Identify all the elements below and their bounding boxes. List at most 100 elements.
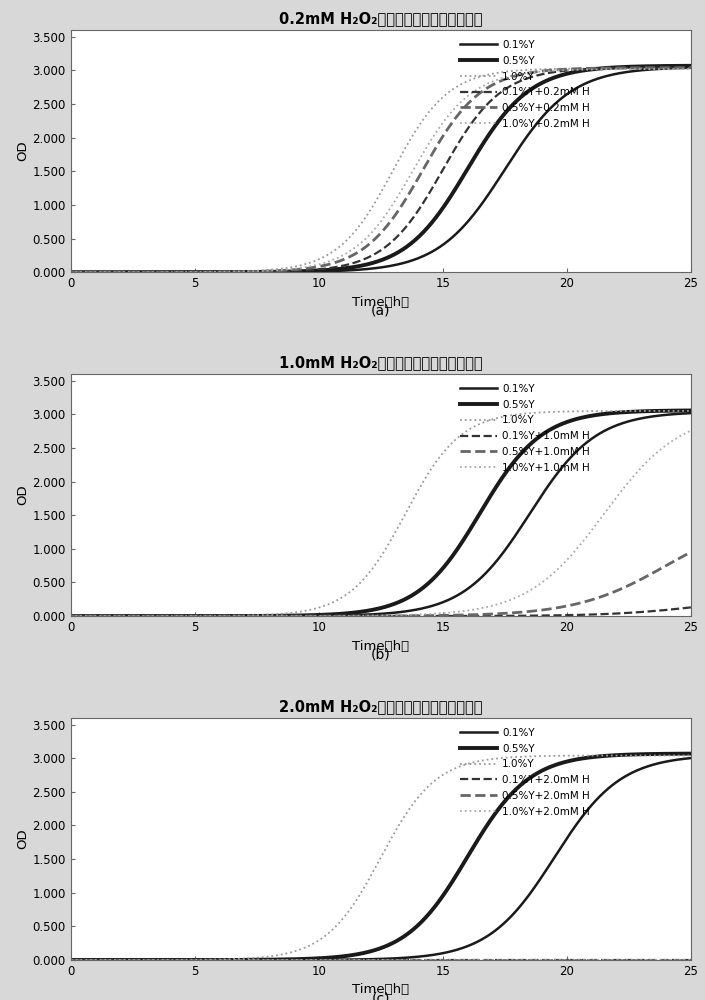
0.1%Y bbox=[176, 954, 185, 966]
1.0%Y bbox=[226, 610, 234, 622]
0.1%Y bbox=[432, 948, 441, 960]
0.1%Y bbox=[66, 954, 75, 966]
0.1%Y bbox=[176, 266, 185, 278]
Legend: 0.1%Y, 0.5%Y, 1.0%Y, 0.1%Y+0.2mM H, 0.5%Y+0.2mM H, 1.0%Y+0.2mM H: 0.1%Y, 0.5%Y, 1.0%Y, 0.1%Y+0.2mM H, 0.5%… bbox=[460, 40, 590, 129]
0.5%Y+2.0mM H bbox=[66, 954, 75, 966]
0.5%Y bbox=[432, 899, 441, 911]
0.5%Y+0.2mM H bbox=[432, 141, 441, 153]
0.5%Y bbox=[432, 570, 441, 582]
0.5%Y+2.0mM H bbox=[226, 954, 234, 966]
0.5%Y+1.0mM H bbox=[66, 610, 75, 622]
Line: 0.5%Y: 0.5%Y bbox=[70, 754, 691, 960]
1.0%Y bbox=[226, 953, 234, 965]
0.1%Y bbox=[66, 266, 75, 278]
0.1%Y+0.2mM H bbox=[176, 266, 185, 278]
0.5%Y+1.0mM H bbox=[534, 605, 542, 617]
0.1%Y+1.0mM H bbox=[481, 610, 489, 622]
0.1%Y+2.0mM H bbox=[481, 954, 489, 966]
1.0%Y+1.0mM H bbox=[534, 580, 542, 592]
0.1%Y bbox=[432, 599, 441, 611]
0.1%Y bbox=[534, 496, 542, 508]
0.1%Y bbox=[432, 243, 441, 255]
1.0%Y bbox=[481, 754, 489, 766]
Line: 0.1%Y+1.0mM H: 0.1%Y+1.0mM H bbox=[70, 607, 691, 616]
Text: (c): (c) bbox=[372, 991, 390, 1000]
0.1%Y+1.0mM H bbox=[226, 610, 234, 622]
Line: 0.5%Y+1.0mM H: 0.5%Y+1.0mM H bbox=[70, 552, 691, 616]
0.1%Y bbox=[226, 610, 234, 622]
1.0%Y bbox=[176, 610, 185, 622]
0.1%Y bbox=[687, 62, 695, 74]
0.5%Y+0.2mM H bbox=[176, 266, 185, 278]
0.5%Y+2.0mM H bbox=[534, 954, 542, 966]
1.0%Y bbox=[432, 456, 441, 468]
0.5%Y bbox=[687, 748, 695, 760]
1.0%Y bbox=[481, 416, 489, 428]
0.5%Y+0.2mM H bbox=[481, 84, 489, 96]
Text: (a): (a) bbox=[371, 304, 391, 318]
0.5%Y+1.0mM H bbox=[347, 610, 355, 622]
0.5%Y bbox=[687, 60, 695, 72]
0.1%Y+0.2mM H bbox=[687, 62, 695, 74]
0.1%Y+1.0mM H bbox=[534, 610, 542, 622]
1.0%Y bbox=[481, 69, 489, 81]
0.1%Y+1.0mM H bbox=[347, 610, 355, 622]
0.5%Y+0.2mM H bbox=[534, 66, 542, 78]
1.0%Y+1.0mM H bbox=[226, 610, 234, 622]
1.0%Y+0.2mM H bbox=[176, 266, 185, 278]
1.0%Y+1.0mM H bbox=[432, 608, 441, 620]
Line: 1.0%Y: 1.0%Y bbox=[70, 68, 691, 272]
0.1%Y bbox=[66, 610, 75, 622]
0.1%Y bbox=[347, 264, 355, 276]
1.0%Y bbox=[432, 98, 441, 110]
0.5%Y+2.0mM H bbox=[176, 954, 185, 966]
0.5%Y+2.0mM H bbox=[432, 954, 441, 966]
0.5%Y+0.2mM H bbox=[226, 266, 234, 278]
1.0%Y+0.2mM H bbox=[687, 63, 695, 75]
Legend: 0.1%Y, 0.5%Y, 1.0%Y, 0.1%Y+1.0mM H, 0.5%Y+1.0mM H, 1.0%Y+1.0mM H: 0.1%Y, 0.5%Y, 1.0%Y, 0.1%Y+1.0mM H, 0.5%… bbox=[460, 384, 590, 473]
0.1%Y+1.0mM H bbox=[687, 601, 695, 613]
0.1%Y bbox=[226, 266, 234, 278]
Line: 0.1%Y: 0.1%Y bbox=[70, 68, 691, 272]
0.1%Y+2.0mM H bbox=[432, 954, 441, 966]
1.0%Y bbox=[66, 954, 75, 966]
0.1%Y+0.2mM H bbox=[66, 266, 75, 278]
0.1%Y bbox=[481, 568, 489, 580]
0.5%Y bbox=[66, 266, 75, 278]
0.1%Y bbox=[534, 877, 542, 889]
Y-axis label: OD: OD bbox=[16, 141, 30, 161]
1.0%Y+2.0mM H bbox=[347, 954, 355, 966]
1.0%Y bbox=[347, 585, 355, 597]
Line: 0.1%Y: 0.1%Y bbox=[70, 758, 691, 960]
0.1%Y bbox=[481, 194, 489, 206]
1.0%Y+2.0mM H bbox=[176, 954, 185, 966]
1.0%Y bbox=[347, 230, 355, 242]
Line: 1.0%Y: 1.0%Y bbox=[70, 411, 691, 616]
1.0%Y+1.0mM H bbox=[481, 601, 489, 613]
1.0%Y+1.0mM H bbox=[66, 610, 75, 622]
0.5%Y bbox=[66, 954, 75, 966]
0.1%Y bbox=[687, 752, 695, 764]
0.5%Y+2.0mM H bbox=[481, 954, 489, 966]
0.1%Y+2.0mM H bbox=[534, 954, 542, 966]
0.5%Y bbox=[176, 266, 185, 278]
1.0%Y bbox=[176, 266, 185, 278]
1.0%Y+0.2mM H bbox=[534, 66, 542, 78]
0.1%Y bbox=[347, 954, 355, 966]
0.5%Y bbox=[481, 499, 489, 511]
1.0%Y bbox=[687, 62, 695, 74]
Line: 0.5%Y: 0.5%Y bbox=[70, 66, 691, 272]
0.5%Y+1.0mM H bbox=[226, 610, 234, 622]
1.0%Y+2.0mM H bbox=[481, 954, 489, 966]
0.5%Y bbox=[176, 954, 185, 966]
0.1%Y bbox=[176, 610, 185, 622]
0.1%Y+2.0mM H bbox=[176, 954, 185, 966]
0.1%Y+0.2mM H bbox=[534, 69, 542, 81]
Line: 1.0%Y+1.0mM H: 1.0%Y+1.0mM H bbox=[70, 431, 691, 616]
0.5%Y+2.0mM H bbox=[347, 954, 355, 966]
0.5%Y+1.0mM H bbox=[481, 608, 489, 620]
Text: (b): (b) bbox=[371, 648, 391, 662]
1.0%Y bbox=[347, 902, 355, 914]
0.1%Y+2.0mM H bbox=[347, 954, 355, 966]
0.5%Y bbox=[481, 823, 489, 835]
